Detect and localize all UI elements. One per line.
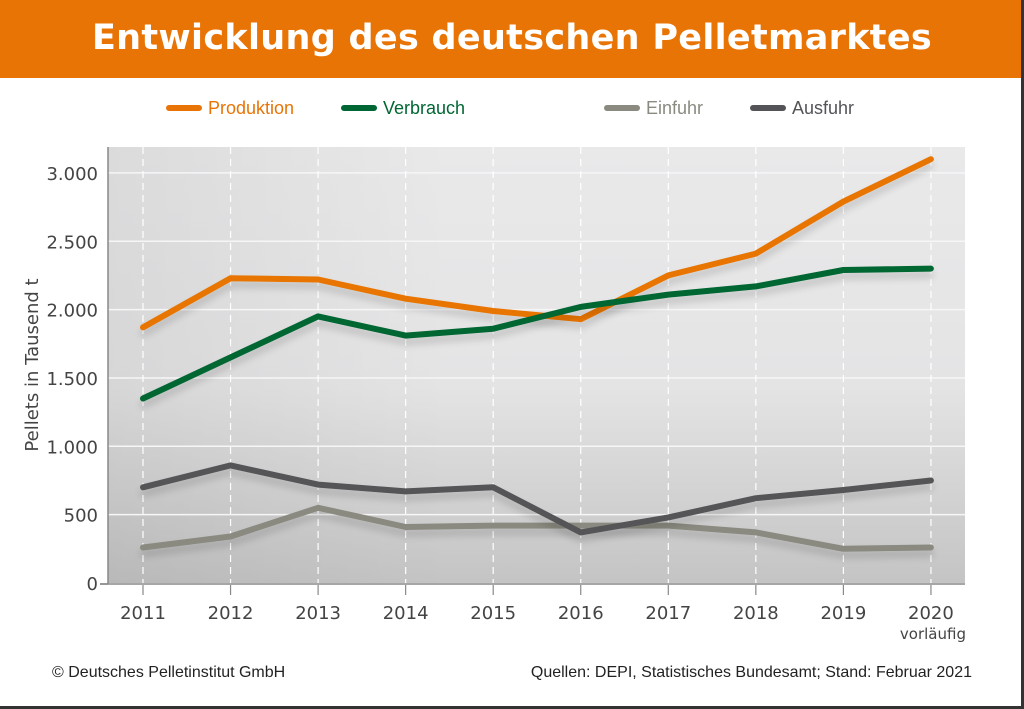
chart-title: Entwicklung des deutschen Pelletmarktes bbox=[91, 18, 933, 58]
legend-item-einfuhr: Einfuhr bbox=[604, 95, 703, 121]
copyright-note: © Deutsches Pelletinstitut GmbH bbox=[52, 664, 286, 681]
legend-label: Ausfuhr bbox=[792, 97, 855, 118]
x-tick-label: 2014 bbox=[383, 603, 429, 624]
source-note: Quellen: DEPI, Statistisches Bundesamt; … bbox=[530, 664, 972, 681]
title-banner: Entwicklung des deutschen Pelletmarktes bbox=[0, 0, 1024, 78]
y-tick-label: 3.000 bbox=[46, 164, 98, 185]
legend-item-verbrauch: Verbrauch bbox=[341, 95, 465, 121]
y-tick-label: 2.500 bbox=[46, 232, 98, 253]
x-tick-label: 2020 bbox=[908, 603, 954, 624]
x-tick-label: 2015 bbox=[470, 603, 516, 624]
legend-swatch-verbrauch bbox=[341, 105, 377, 111]
legend-item-ausfuhr: Ausfuhr bbox=[750, 95, 854, 121]
x-tick-label: 2011 bbox=[120, 603, 166, 624]
y-axis-label: Pellets in Tausend t bbox=[22, 278, 43, 451]
series-line-verbrauch bbox=[140, 265, 934, 402]
y-tick-label: 0 bbox=[87, 574, 98, 595]
y-tick-label: 1.000 bbox=[46, 437, 98, 458]
legend-item-produktion: Produktion bbox=[166, 95, 294, 121]
x-tick-label: 2012 bbox=[208, 603, 254, 624]
frame-border-right bbox=[1021, 0, 1024, 709]
x-tick-label: 2017 bbox=[645, 603, 691, 624]
x-tick-label: 2016 bbox=[558, 603, 604, 624]
series-line-ausfuhr bbox=[140, 462, 934, 536]
legend-label: Verbrauch bbox=[383, 97, 466, 118]
legend-label: Einfuhr bbox=[646, 97, 704, 118]
x-tick-sublabel: vorläufig bbox=[900, 625, 966, 643]
legend-swatch-einfuhr bbox=[604, 105, 640, 111]
y-tick-label: 2.000 bbox=[46, 301, 98, 322]
x-tick-label: 2019 bbox=[820, 603, 866, 624]
legend: Produktion Verbrauch Einfuhr Ausfuhr bbox=[0, 95, 1024, 121]
x-tick-label: 2018 bbox=[733, 603, 779, 624]
legend-swatch-ausfuhr bbox=[750, 105, 786, 111]
y-tick-label: 1.500 bbox=[46, 369, 98, 390]
series-line-einfuhr bbox=[140, 504, 934, 552]
legend-label: Produktion bbox=[208, 97, 295, 118]
x-tick-label: 2013 bbox=[295, 603, 341, 624]
frame-border-bottom bbox=[0, 706, 1024, 709]
plot-background-shade bbox=[108, 147, 965, 583]
y-tick-label: 500 bbox=[64, 506, 98, 527]
legend-swatch-produktion bbox=[166, 105, 202, 111]
